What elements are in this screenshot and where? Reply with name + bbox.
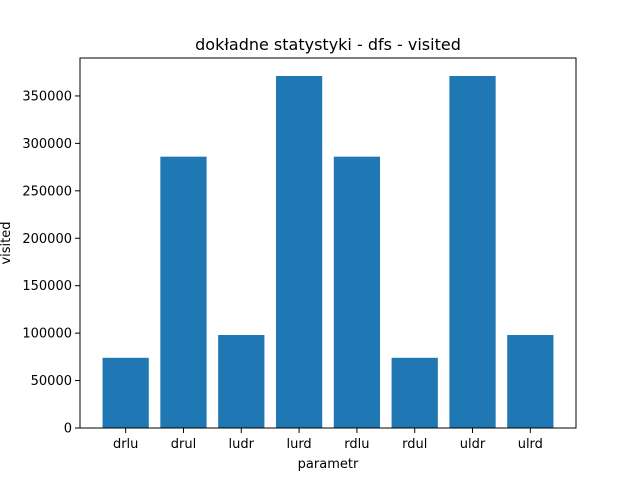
- y-tick-label: 300000: [22, 137, 72, 152]
- bar-rdul: [391, 357, 438, 428]
- bar-ludr: [218, 335, 265, 428]
- bars-group: [102, 76, 554, 429]
- x-tick-label-rdlu: rdlu: [344, 437, 369, 452]
- x-tick-label-ludr: ludr: [229, 437, 255, 452]
- bar-lurd: [275, 76, 323, 429]
- y-tick-label: 100000: [22, 327, 72, 342]
- plot-frame: [79, 57, 577, 429]
- x-tick-label-lurd: lurd: [286, 437, 311, 452]
- bar-drul: [160, 156, 207, 428]
- x-tick-label-rdul: rdul: [402, 437, 427, 452]
- x-tick-label-drlu: drlu: [113, 437, 138, 452]
- y-axis-ticks: 0 50000 100000 150000 200000 250000 300000 3500…: [22, 89, 80, 437]
- x-tick-label-uldr: uldr: [460, 437, 486, 452]
- bar-ulrd: [507, 335, 554, 428]
- bar-drlu: [102, 357, 149, 428]
- x-axis-label: parametr: [298, 457, 359, 472]
- y-tick-label: 350000: [22, 89, 72, 104]
- chart-title: dokładne statystyki - dfs - visited: [195, 35, 461, 54]
- bar-uldr: [449, 76, 496, 429]
- x-tick-label-drul: drul: [171, 437, 196, 452]
- x-tick-label-ulrd: ulrd: [518, 437, 543, 452]
- bar-rdlu: [333, 156, 381, 428]
- y-tick-label: 0: [64, 422, 72, 437]
- y-tick-label: 200000: [22, 232, 72, 247]
- y-tick-label: 150000: [22, 279, 72, 294]
- x-axis-ticks: drlu drul ludr lurd rdlu rdul uldr ulrd: [113, 428, 543, 452]
- y-tick-label: 50000: [31, 374, 72, 389]
- y-tick-label: 250000: [22, 184, 72, 199]
- y-axis-label: visited: [0, 221, 14, 264]
